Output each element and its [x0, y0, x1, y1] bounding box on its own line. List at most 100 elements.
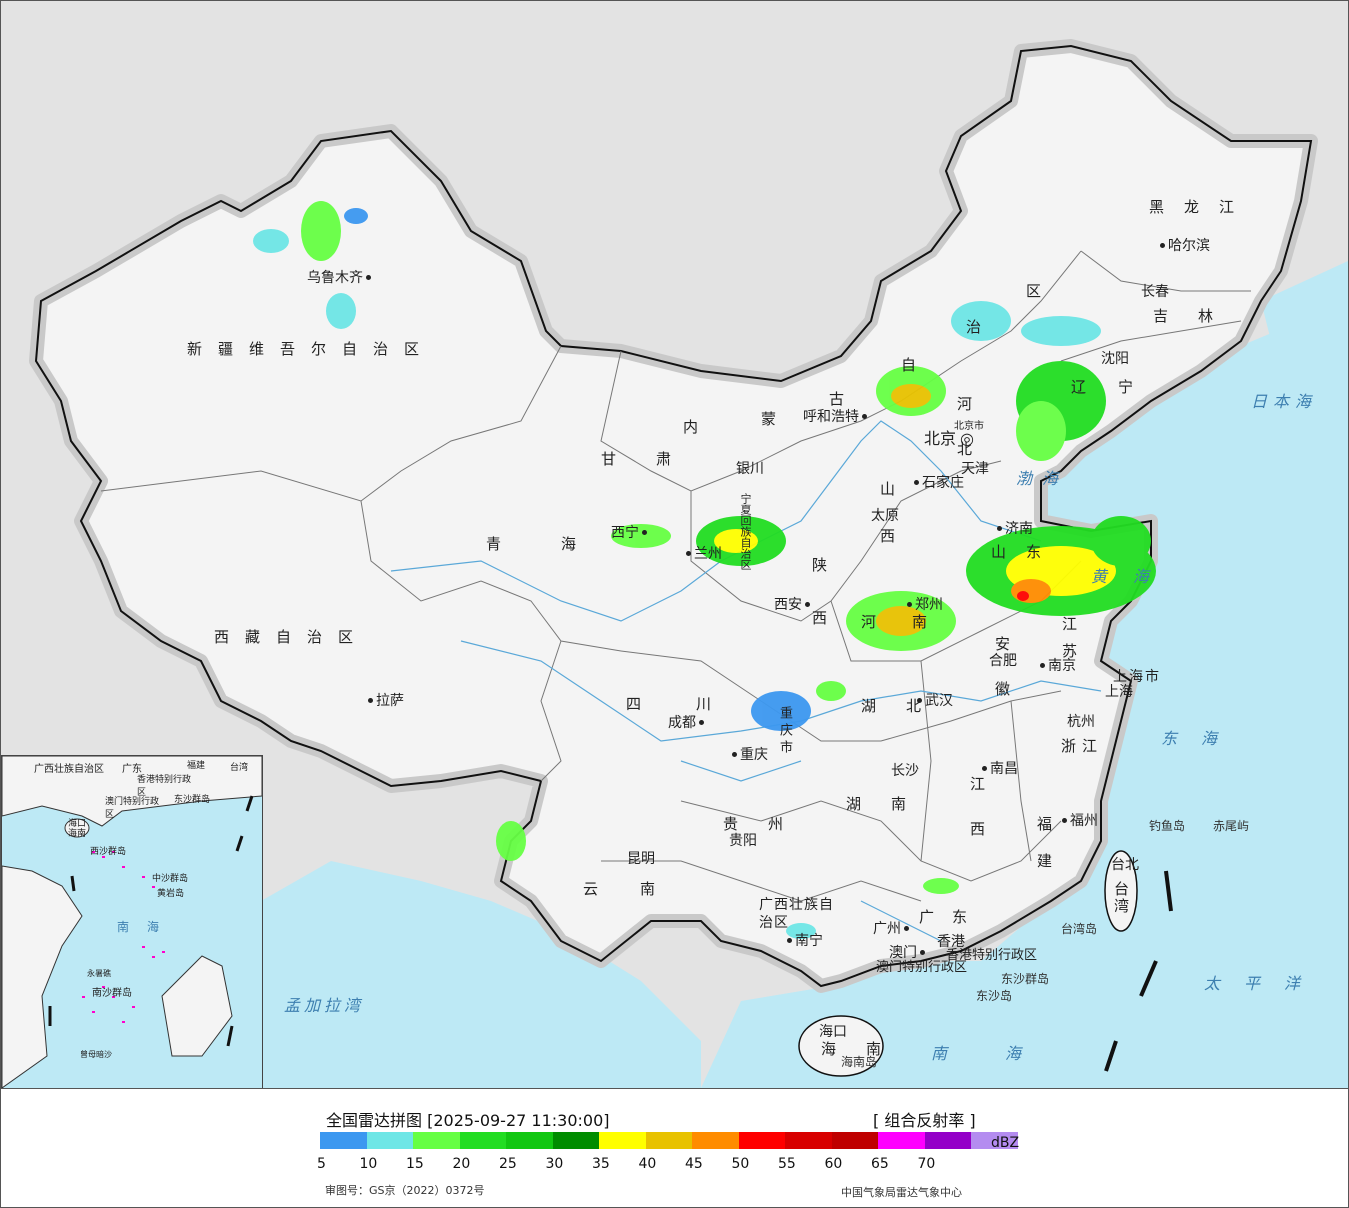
- city-kunming[interactable]: 昆明: [627, 851, 655, 867]
- inset-label-nansha: 南沙群岛: [92, 988, 132, 999]
- region-taiwan: 台湾: [1112, 881, 1130, 915]
- legend-unit: dBZ: [991, 1135, 1020, 1151]
- city-label: 南京: [1048, 658, 1076, 674]
- city-zhengzhou[interactable]: 郑州: [904, 597, 943, 613]
- city-nanning[interactable]: 南宁: [784, 933, 823, 949]
- city-wuhan[interactable]: 武汉: [914, 693, 953, 709]
- city-chongqing[interactable]: 重庆: [729, 747, 768, 763]
- city-xining[interactable]: 西宁: [611, 525, 650, 541]
- city-jinan[interactable]: 济南: [994, 521, 1033, 537]
- sea-nanhai: 南海: [931, 1044, 1080, 1063]
- city-xianggang[interactable]: 香港: [937, 934, 965, 950]
- city-label: 广州: [873, 921, 901, 937]
- city-haikou[interactable]: 海口: [819, 1024, 847, 1040]
- sea-huanghai: 黄海: [1091, 567, 1176, 586]
- city-changchun[interactable]: 长春: [1141, 284, 1169, 300]
- inset-label-dongsha: 东沙群岛: [174, 795, 211, 805]
- city-aomen[interactable]: 澳门: [889, 945, 928, 961]
- city-beijing[interactable]: 北京 ◎: [924, 431, 974, 447]
- scale-tick-label: 70: [917, 1156, 936, 1172]
- inset-label-haikou: 海口: [68, 819, 87, 829]
- city-nanjing[interactable]: 南京: [1037, 658, 1076, 674]
- city-hefei[interactable]: 合肥: [989, 653, 1017, 669]
- inset-label-guangxi: 广西壮族自治区: [34, 764, 104, 775]
- city-lanzhou[interactable]: 兰州: [683, 546, 722, 562]
- city-label: 太原: [871, 508, 899, 524]
- region-jiangsu: 江苏: [1060, 616, 1078, 670]
- city-label: 乌鲁木齐: [307, 270, 363, 286]
- city-lhasa[interactable]: 拉萨: [365, 693, 404, 709]
- scale-tick-label: 5: [317, 1156, 326, 1172]
- scale-tick-label: 55: [778, 1156, 796, 1172]
- city-tianjin[interactable]: 天津: [961, 461, 989, 477]
- city-fuzhou[interactable]: 福州: [1059, 813, 1098, 829]
- city-label: 郑州: [915, 597, 943, 613]
- city-changsha[interactable]: 长沙: [891, 763, 919, 779]
- city-shanghai[interactable]: 上海: [1105, 684, 1133, 700]
- south-china-sea-inset[interactable]: 广西壮族自治区 广东 福建 台湾 香港特别行政区 澳门特别行政区 东沙群岛 海口…: [1, 755, 263, 1088]
- color-swatch: [692, 1132, 739, 1149]
- scale-tick-label: 15: [406, 1156, 424, 1172]
- city-urumqi[interactable]: 乌鲁木齐: [307, 270, 374, 286]
- radar-map[interactable]: 新疆维吾尔自治区 西藏自治区 青海 甘肃 内 蒙 古 自 治 区 黑龙江 吉林 …: [1, 1, 1348, 1089]
- scale-tick-label: 25: [499, 1156, 517, 1172]
- city-label: 南昌: [990, 761, 1018, 777]
- region-gansu: 甘肃: [601, 450, 712, 468]
- city-taiyuan[interactable]: 太原: [871, 508, 899, 524]
- city-hangzhou[interactable]: 杭州: [1067, 714, 1095, 730]
- region-hebei: 河北: [955, 396, 973, 486]
- scale-tick-label: 40: [638, 1156, 657, 1172]
- city-dot: [686, 550, 691, 556]
- region-xizang: 西藏自治区: [214, 628, 370, 646]
- city-label: 福州: [1070, 813, 1098, 829]
- city-label: 成都: [668, 715, 696, 731]
- inset-label-fujian: 福建: [187, 761, 206, 771]
- region-qinghai: 青海: [486, 535, 637, 553]
- city-label: 长沙: [891, 763, 919, 779]
- city-dot: [920, 949, 925, 955]
- region-jiangxi: 江西: [968, 776, 986, 866]
- region-ningxia: 宁夏回族自治区: [739, 493, 752, 570]
- city-chengdu[interactable]: 成都: [668, 715, 707, 731]
- city-guangzhou[interactable]: 广州: [873, 921, 912, 937]
- city-harbin[interactable]: 哈尔滨: [1157, 238, 1210, 254]
- city-guiyang[interactable]: 贵阳: [729, 833, 757, 849]
- region-shandong: 山东: [991, 543, 1062, 561]
- city-label: 石家庄: [922, 475, 964, 491]
- region-chongqing: 重庆市: [777, 706, 792, 757]
- city-label: 重庆: [740, 747, 768, 763]
- city-yinchuan[interactable]: 银川: [736, 461, 764, 477]
- region-guangdong: 广东: [919, 908, 986, 926]
- capital-icon: ◎: [960, 429, 974, 448]
- city-taibei[interactable]: 台北: [1111, 857, 1139, 873]
- region-guangxi: 广西壮族自治区: [759, 897, 834, 931]
- city-shijiazhuang[interactable]: 石家庄: [911, 475, 964, 491]
- city-xian[interactable]: 西安: [774, 597, 813, 613]
- inset-label-huangyan: 黄岩岛: [157, 889, 185, 899]
- color-swatch: [971, 1132, 1018, 1149]
- map-graphics: [29, 39, 1348, 1088]
- city-hohhot[interactable]: 呼和浩特: [803, 409, 870, 425]
- region-anhui: 安徽: [993, 636, 1011, 726]
- region-zhejiang: 浙江: [1061, 737, 1104, 755]
- color-swatch: [506, 1132, 553, 1149]
- city-label: 海口: [819, 1024, 847, 1040]
- city-label: 澳门: [889, 945, 917, 961]
- city-dot: [997, 525, 1002, 531]
- scale-tick-label: 35: [592, 1156, 610, 1172]
- region-sichuan: 四川: [626, 695, 767, 713]
- region-neimenggu-3: 古: [829, 390, 861, 408]
- region-hainan: 海南: [821, 1040, 912, 1058]
- city-dot: [1040, 662, 1045, 668]
- color-swatch: [366, 1132, 413, 1149]
- city-nanchang[interactable]: 南昌: [979, 761, 1018, 777]
- sea-japan: 日本海: [1251, 392, 1318, 411]
- scale-tick-label: 30: [545, 1156, 564, 1172]
- color-swatch: [459, 1132, 506, 1149]
- island-dongsha-dao: 东沙岛: [976, 989, 1013, 1003]
- city-shenyang[interactable]: 沈阳: [1101, 351, 1129, 367]
- city-label: 银川: [736, 461, 764, 477]
- color-swatch: [924, 1132, 971, 1149]
- color-swatch: [552, 1132, 599, 1149]
